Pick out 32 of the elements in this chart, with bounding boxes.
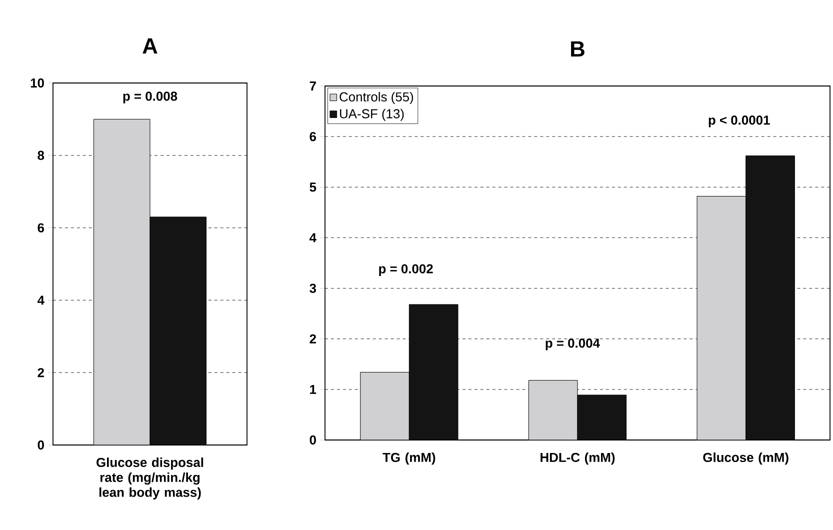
y-tick-label: 2 xyxy=(38,368,44,378)
y-tick-label: 3 xyxy=(310,284,316,293)
y-tick-label: 0 xyxy=(38,440,44,450)
y-tick-label: 5 xyxy=(310,182,316,192)
y-tick-label: 6 xyxy=(38,223,44,232)
y-tick-label: 6 xyxy=(310,132,316,142)
legend-label: Controls (55) xyxy=(340,92,414,104)
annotation: p = 0.008 xyxy=(123,92,178,104)
bar xyxy=(528,380,578,440)
bar xyxy=(408,304,458,440)
y-tick-label: 4 xyxy=(309,233,316,242)
chart-title: A xyxy=(142,38,158,54)
annotation: p = 0.004 xyxy=(546,338,600,350)
x-tick-label: Glucose (mM) xyxy=(703,452,788,465)
bar xyxy=(360,372,410,440)
y-tick-label: 1 xyxy=(310,384,316,394)
y-tick-label: 10 xyxy=(30,78,44,88)
y-tick-label: 7 xyxy=(310,82,316,90)
legend-label: UA-SF (13) xyxy=(340,108,404,121)
x-tick-label: Glucose disposal rate (mg/min./kg lean body mass) xyxy=(96,458,204,500)
y-tick-label: 2 xyxy=(310,334,316,344)
y-tick-label: 4 xyxy=(37,296,44,305)
y-tick-label: 8 xyxy=(38,150,44,160)
bar xyxy=(577,394,627,440)
y-tick-label: 0 xyxy=(310,435,316,445)
x-tick-label: TG (mM) xyxy=(382,452,436,465)
annotation: p < 0.0001 xyxy=(708,116,770,128)
chart-title: B xyxy=(571,41,584,57)
bar xyxy=(696,196,746,440)
bar xyxy=(746,156,795,440)
x-tick-label: HDL-C (mM) xyxy=(540,452,615,465)
annotation: p = 0.002 xyxy=(379,264,433,276)
